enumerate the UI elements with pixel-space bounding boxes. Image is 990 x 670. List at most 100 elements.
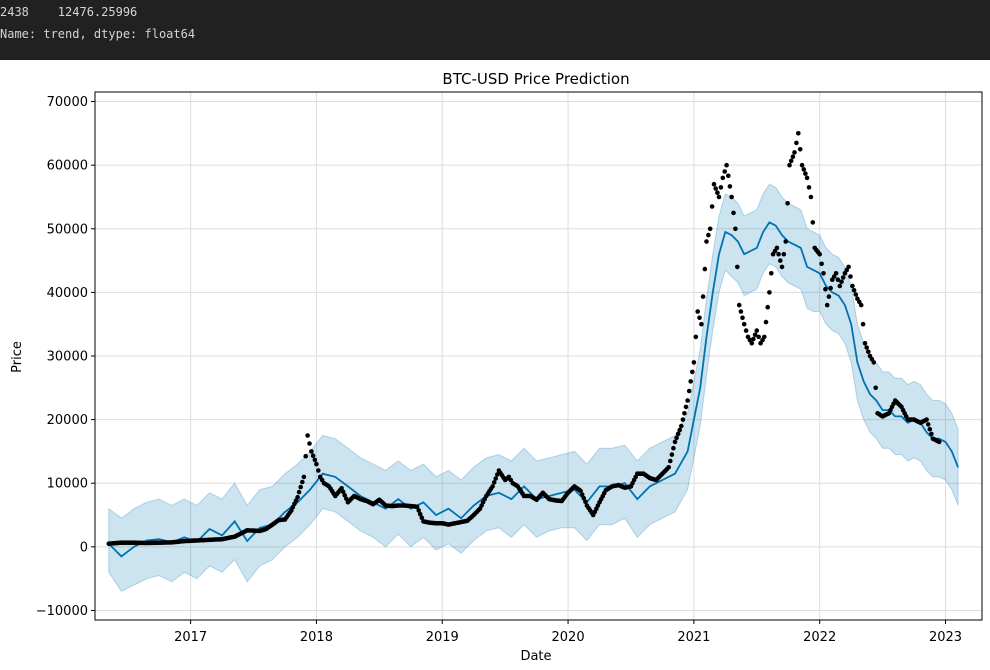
data-point <box>713 186 718 191</box>
data-point <box>738 309 744 314</box>
data-point <box>674 435 679 441</box>
data-point <box>754 328 760 333</box>
data-point <box>711 181 717 187</box>
x-axis: 2017 2018 2019 2020 2021 2022 2023 <box>174 620 962 645</box>
data-point <box>682 411 687 416</box>
data-point <box>817 251 822 257</box>
data-point <box>679 423 684 429</box>
data-point <box>578 488 583 494</box>
data-point <box>296 489 302 495</box>
y-axis: −10000 0 10000 20000 30000 40000 50000 60000 700… <box>36 95 95 619</box>
data-point <box>668 458 673 464</box>
data-point <box>669 452 675 457</box>
data-point <box>685 398 690 403</box>
actual-points <box>106 131 942 546</box>
data-point <box>767 290 772 295</box>
data-point <box>699 321 704 327</box>
y-tick-label: 60000 <box>47 159 88 174</box>
y-tick-label: 40000 <box>47 286 88 301</box>
data-point <box>790 154 796 159</box>
data-point <box>581 495 587 501</box>
x-tick-label: 2022 <box>803 630 836 645</box>
data-point <box>803 171 808 176</box>
data-point <box>493 476 499 481</box>
data-point <box>853 292 859 297</box>
data-point <box>695 309 700 314</box>
data-point <box>749 341 755 346</box>
data-point <box>806 185 812 190</box>
data-point <box>298 484 304 490</box>
data-point <box>301 474 307 480</box>
data-point <box>839 279 844 285</box>
data-point <box>579 492 585 497</box>
data-point <box>707 226 713 232</box>
data-point <box>835 277 841 282</box>
data-point <box>740 315 745 321</box>
data-point <box>340 489 346 495</box>
data-point <box>779 264 785 270</box>
data-point <box>756 334 761 340</box>
data-point <box>837 283 843 289</box>
data-point <box>702 266 708 272</box>
data-point <box>419 515 425 520</box>
data-point <box>804 175 810 181</box>
y-tick-label: 70000 <box>47 95 88 110</box>
data-point <box>715 190 720 195</box>
data-point <box>792 150 797 155</box>
data-point <box>307 441 312 446</box>
x-tick-label: 2020 <box>552 630 585 645</box>
data-point <box>776 251 781 257</box>
data-point <box>778 258 783 263</box>
y-tick-label: 20000 <box>47 413 88 428</box>
data-point <box>735 264 740 270</box>
data-point <box>762 334 767 340</box>
data-point <box>840 275 846 280</box>
data-point <box>490 484 495 489</box>
data-point <box>797 147 803 152</box>
data-point <box>733 226 738 232</box>
data-point <box>691 360 697 365</box>
data-point <box>823 286 828 292</box>
data-point <box>848 274 853 279</box>
data-point <box>846 264 851 270</box>
data-point <box>743 328 749 333</box>
data-point <box>785 201 790 206</box>
data-point <box>724 162 729 168</box>
data-point <box>666 465 671 470</box>
data-point <box>680 417 686 422</box>
data-point <box>752 332 758 338</box>
x-tick-label: 2023 <box>929 630 962 645</box>
y-tick-label: 30000 <box>47 350 88 365</box>
data-point <box>810 220 816 225</box>
data-point <box>731 210 736 216</box>
data-point <box>416 508 422 513</box>
data-point <box>858 302 864 308</box>
data-point <box>833 271 839 276</box>
data-point <box>339 486 344 491</box>
data-point <box>862 341 868 346</box>
data-point <box>305 433 310 438</box>
data-point <box>312 457 318 463</box>
data-point <box>794 140 799 146</box>
data-point <box>672 439 678 445</box>
data-point <box>774 245 780 251</box>
x-tick-label: 2021 <box>677 630 710 645</box>
data-point <box>736 302 742 308</box>
data-point <box>300 479 305 485</box>
data-point <box>675 431 681 437</box>
data-point <box>871 360 877 365</box>
forecast-chart: 2017 2018 2019 2020 2021 2022 2023 −10000 0 1000… <box>10 70 983 664</box>
data-point <box>850 283 855 289</box>
data-point <box>763 319 769 325</box>
data-point <box>819 261 824 267</box>
console-line: 2438 12476.25996 <box>0 5 138 19</box>
data-point <box>417 511 423 517</box>
data-point <box>688 379 693 384</box>
data-point <box>683 404 689 410</box>
data-point <box>741 321 747 327</box>
chart-title: BTC-USD Price Prediction <box>442 70 629 88</box>
data-point <box>864 345 869 350</box>
data-point <box>314 461 319 467</box>
data-point <box>828 285 833 291</box>
data-point <box>716 194 722 200</box>
